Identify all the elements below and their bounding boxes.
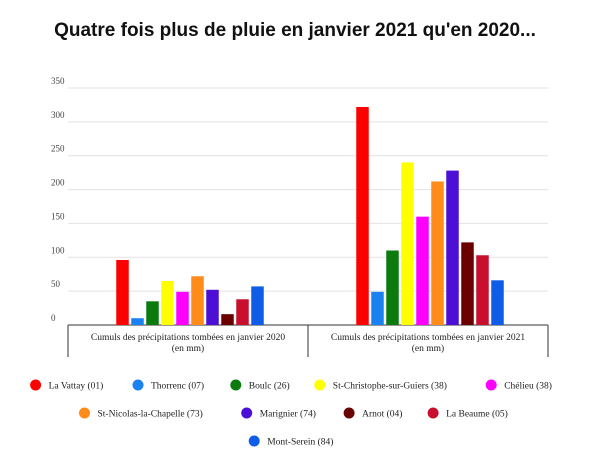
y-tick-label: 150 <box>51 211 65 221</box>
legend-marker <box>241 407 253 419</box>
bar <box>116 259 129 325</box>
category-label: (en mm) <box>412 343 444 354</box>
legend-label: Arnot (04) <box>362 409 402 420</box>
legend-label: Boulc (26) <box>249 381 290 392</box>
bar <box>206 289 219 325</box>
bar <box>416 216 429 325</box>
legend-label: La Vattay (01) <box>49 381 104 392</box>
category-label: Cumuls des précipitations tombées en jan… <box>331 333 525 343</box>
bar <box>191 276 204 325</box>
legend-marker <box>485 379 497 391</box>
bar <box>491 280 504 325</box>
legend-label: St-Nicolas-la-Chapelle (73) <box>98 409 203 420</box>
bar <box>236 299 249 325</box>
bar <box>251 286 264 325</box>
bar <box>401 162 414 325</box>
legend-label: Marignier (74) <box>260 409 316 420</box>
bar <box>176 291 189 325</box>
bar <box>146 301 159 325</box>
y-tick-label: 350 <box>51 76 65 86</box>
y-tick-label: 250 <box>51 144 65 154</box>
y-tick-label: 200 <box>51 178 65 188</box>
y-tick-label: 0 <box>51 313 56 323</box>
chart-title: Quatre fois plus de pluie en janvier 202… <box>54 20 536 41</box>
bar <box>161 280 174 325</box>
bar <box>356 106 369 326</box>
bar <box>221 314 234 325</box>
y-tick-label: 100 <box>51 245 65 255</box>
legend-marker <box>132 379 144 391</box>
bar <box>431 181 444 325</box>
bar <box>386 250 399 325</box>
bar <box>131 318 144 325</box>
bar <box>476 255 489 325</box>
bar <box>461 242 474 325</box>
bar <box>446 170 459 325</box>
legend-label: Mont-Serein (84) <box>267 437 333 448</box>
legend-marker <box>314 379 326 391</box>
legend-label: St-Christophe-sur-Guiers (38) <box>333 381 447 392</box>
category-label: Cumuls des précipitations tombées en jan… <box>91 333 285 343</box>
legend-marker <box>79 407 90 419</box>
legend-label: La Beaume (05) <box>446 409 508 420</box>
legend-label: Chélieu (38) <box>504 381 552 392</box>
legend-marker <box>427 407 439 419</box>
bar <box>371 291 384 325</box>
legend-marker <box>343 407 355 419</box>
y-tick-label: 300 <box>51 110 65 120</box>
legend-marker <box>30 379 42 391</box>
legend-marker <box>248 435 260 447</box>
legend-label: Thorrenc (07) <box>151 381 204 392</box>
category-label: (en mm) <box>172 343 204 354</box>
y-tick-label: 50 <box>51 279 61 289</box>
legend-marker <box>230 379 242 391</box>
